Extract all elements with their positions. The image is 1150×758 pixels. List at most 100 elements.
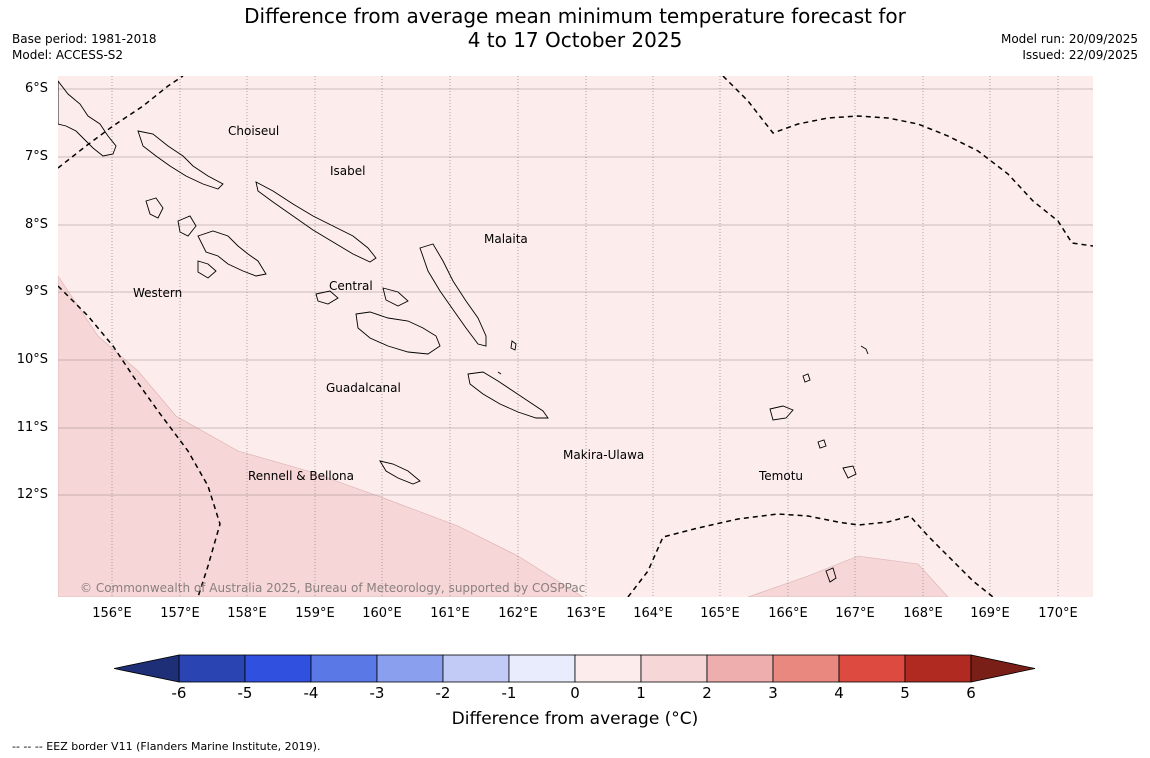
- longitude-label: 157°E: [160, 606, 200, 621]
- colorbar-tick-label: -6: [171, 684, 187, 702]
- colorbar-over-arrow: [970, 654, 1036, 683]
- longitude-label: 169°E: [970, 606, 1010, 621]
- colorbar-tick-label: 6: [966, 684, 976, 702]
- eez-north-west: [58, 76, 184, 169]
- longitude-label: 158°E: [227, 606, 267, 621]
- ontong-java-atoll: [510, 340, 517, 351]
- longitude-label: 159°E: [295, 606, 335, 621]
- new-georgia-island: [177, 215, 197, 237]
- colorbar-segment: [904, 654, 972, 683]
- eez-south-east: [627, 513, 994, 597]
- colorbar-tick-label: -1: [501, 684, 517, 702]
- label-western: Western: [133, 286, 182, 300]
- latitude-label: 10°S: [16, 352, 48, 367]
- russell-islands: [382, 287, 409, 307]
- longitude-label: 160°E: [362, 606, 402, 621]
- isabel-island: [255, 181, 377, 263]
- latitude-label: 6°S: [24, 81, 48, 96]
- bougainville-island: [58, 80, 117, 157]
- model-run: Model run: 20/09/2025: [1000, 32, 1138, 46]
- longitude-label: 162°E: [498, 606, 538, 621]
- longitude-label: 165°E: [700, 606, 740, 621]
- colorbar-segment: [508, 654, 576, 683]
- makira-island: [467, 371, 549, 419]
- latitude-label: 7°S: [24, 149, 48, 164]
- label-isabel: Isabel: [330, 164, 365, 178]
- colorbar-tick-label: -2: [435, 684, 451, 702]
- label-choiseul: Choiseul: [228, 124, 279, 138]
- forecast-map: Choiseul Isabel Malaita Western Central …: [58, 76, 1093, 597]
- longitude-label: 163°E: [566, 606, 606, 621]
- longitude-label: 156°E: [92, 606, 132, 621]
- latitude-label: 11°S: [16, 420, 48, 435]
- colorbar-segment: [178, 654, 246, 683]
- coastlines: [58, 80, 869, 583]
- colorbar-segment: [310, 654, 378, 683]
- colorbar-tick-label: 3: [768, 684, 778, 702]
- longitude-label: 161°E: [430, 606, 470, 621]
- eez-borders: [58, 76, 1093, 597]
- region-labels: Choiseul Isabel Malaita Western Central …: [133, 124, 803, 483]
- colorbar-segment: [442, 654, 510, 683]
- label-central: Central: [329, 279, 373, 293]
- colorbar-label: Difference from average (°C): [451, 709, 699, 729]
- rendova-island: [197, 260, 217, 279]
- colorbar-tick-label: 2: [702, 684, 712, 702]
- title-line-2: 4 to 17 October 2025: [467, 28, 683, 52]
- colorbar-segment: [706, 654, 774, 683]
- label-malaita: Malaita: [484, 232, 528, 246]
- longitude-label: 164°E: [633, 606, 673, 621]
- malaita-island: [419, 243, 487, 347]
- tikopia-island: [825, 567, 837, 583]
- colorbar-tick-label: 5: [900, 684, 910, 702]
- label-makira: Makira-Ulawa: [563, 448, 644, 462]
- choiseul-island: [137, 130, 224, 190]
- colorbar-tick-label: -4: [303, 684, 319, 702]
- reef-islands: [802, 373, 811, 383]
- longitude-label: 168°E: [903, 606, 943, 621]
- eez-north-east: [722, 76, 1093, 247]
- colorbar-segment: [772, 654, 840, 683]
- rennell-island: [379, 460, 421, 485]
- label-rennell: Rennell & Bellona: [248, 469, 354, 483]
- label-temotu: Temotu: [758, 469, 803, 483]
- eez-footnote: -- -- -- EEZ border V11 (Flanders Marine…: [12, 740, 321, 753]
- colorbar-segment: [574, 654, 642, 683]
- colorbar-under-arrow: [114, 654, 180, 683]
- issued-date: Issued: 22/09/2025: [1022, 48, 1138, 62]
- longitude-label: 170°E: [1038, 606, 1078, 621]
- map-title: Difference from average mean minimum tem…: [0, 4, 1150, 52]
- anomaly-band-1-2-southeast: [747, 555, 949, 597]
- meta-right: Model run: 20/09/2025 Issued: 22/09/2025: [1001, 31, 1138, 63]
- graticule: [58, 76, 1093, 597]
- anomaly-band-1-2-southwest: [58, 275, 584, 597]
- guadalcanal-island: [355, 311, 441, 355]
- base-period: Base period: 1981-2018: [12, 32, 157, 46]
- duff-islands: [860, 345, 869, 355]
- vella-lavella-island: [145, 197, 164, 219]
- latitude-label: 9°S: [24, 284, 48, 299]
- colorbar-segment: [244, 654, 312, 683]
- sikaiana-atoll: [497, 371, 502, 375]
- longitude-label: 167°E: [835, 606, 875, 621]
- colorbar: [114, 654, 1036, 683]
- colorbar-segment: [838, 654, 906, 683]
- utupua-island: [817, 439, 827, 449]
- longitude-label: 166°E: [768, 606, 808, 621]
- meta-left: Base period: 1981-2018 Model: ACCESS-S2: [12, 31, 157, 63]
- colorbar-tick-label: 0: [570, 684, 580, 702]
- colorbar-tick-label: 1: [636, 684, 646, 702]
- copyright-notice: © Commonwealth of Australia 2025, Bureau…: [80, 581, 585, 595]
- latitude-label: 8°S: [24, 217, 48, 232]
- colorbar-tick-label: 4: [834, 684, 844, 702]
- label-guadalcanal: Guadalcanal: [326, 381, 401, 395]
- colorbar-segment: [640, 654, 708, 683]
- nendo-island: [769, 405, 794, 421]
- florida-islands: [315, 290, 339, 305]
- model-name: Model: ACCESS-S2: [12, 48, 124, 62]
- latitude-label: 12°S: [16, 487, 48, 502]
- new-georgia-group: [197, 230, 267, 277]
- colorbar-tick-label: -3: [369, 684, 385, 702]
- colorbar-segment: [376, 654, 444, 683]
- vanikoro-island: [842, 465, 857, 479]
